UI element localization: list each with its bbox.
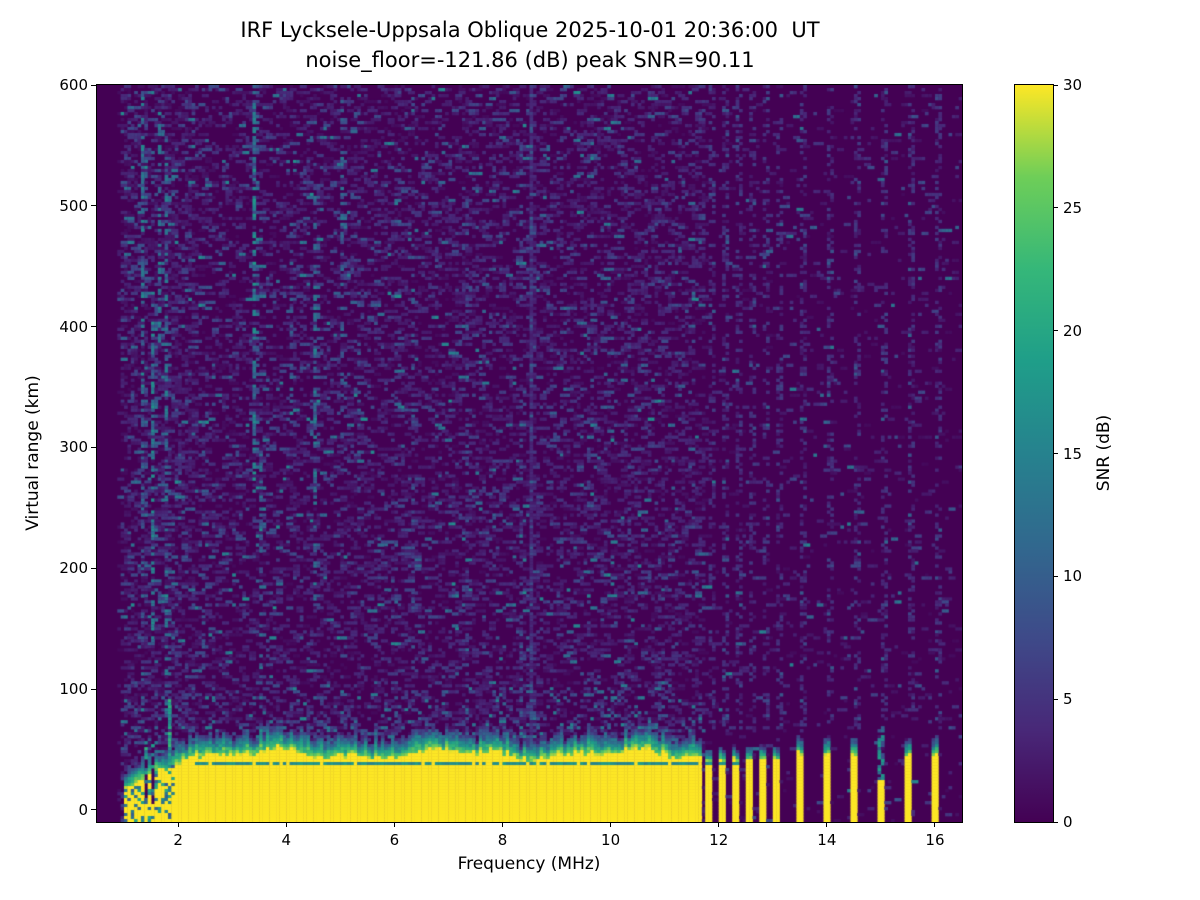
colorbar: [1014, 84, 1054, 823]
x-tick-label: 12: [709, 831, 729, 849]
y-tick-label: 300: [59, 438, 88, 457]
x-tick-label: 16: [925, 831, 945, 849]
x-tick-label: 8: [497, 831, 508, 849]
y-tick-mark: [91, 205, 96, 207]
x-tick-mark: [285, 822, 287, 827]
x-tick-label: 4: [281, 831, 291, 849]
y-tick-mark: [91, 446, 96, 448]
y-tick-label: 400: [59, 317, 88, 336]
colorbar-tick-label: 0: [1063, 813, 1073, 831]
colorbar-tick-label: 25: [1063, 198, 1083, 217]
x-tick-label: 14: [817, 831, 837, 849]
y-tick-mark: [91, 809, 96, 811]
colorbar-tick-mark: [1053, 821, 1058, 823]
x-tick-mark: [393, 822, 395, 827]
y-tick-mark: [91, 688, 96, 690]
y-tick-label: 200: [59, 559, 88, 578]
y-tick-mark: [91, 84, 96, 86]
x-tick-mark: [718, 822, 720, 827]
colorbar-tick-mark: [1053, 698, 1058, 700]
x-tick-mark: [934, 822, 936, 827]
colorbar-tick-label: 20: [1063, 321, 1083, 340]
x-tick-label: 10: [601, 831, 621, 849]
x-tick-mark: [501, 822, 503, 827]
ionogram-heatmap-canvas: [97, 85, 962, 822]
x-tick-mark: [177, 822, 179, 827]
x-tick-label: 2: [173, 831, 183, 849]
y-tick-label: 0: [78, 800, 88, 819]
x-tick-label: 6: [389, 831, 400, 849]
y-tick-label: 600: [59, 76, 88, 94]
colorbar-tick-mark: [1053, 330, 1058, 332]
y-tick-label: 500: [59, 196, 88, 215]
y-tick-mark: [91, 326, 96, 328]
figure-title: IRF Lycksele-Uppsala Oblique 2025-10-01 …: [240, 18, 820, 42]
colorbar-tick-mark: [1053, 84, 1058, 86]
figure-subtitle: noise_floor=-121.86 (dB) peak SNR=90.11: [305, 48, 755, 72]
colorbar-tick-mark: [1053, 207, 1058, 209]
colorbar-tick-label: 10: [1063, 567, 1083, 586]
x-axis-label: Frequency (MHz): [457, 854, 601, 874]
colorbar-tick-label: 15: [1063, 444, 1083, 463]
x-tick-mark: [610, 822, 612, 827]
y-tick-mark: [91, 567, 96, 569]
colorbar-tick-label: 5: [1063, 690, 1073, 709]
colorbar-tick-label: 30: [1063, 76, 1083, 94]
x-tick-mark: [826, 822, 828, 827]
colorbar-tick-mark: [1053, 575, 1058, 577]
figure-title-block: IRF Lycksele-Uppsala Oblique 2025-10-01 …: [97, 15, 963, 75]
plot-area: [96, 84, 963, 823]
y-tick-label: 100: [59, 680, 88, 699]
colorbar-label: SNR (dB): [1094, 414, 1114, 492]
colorbar-tick-mark: [1053, 453, 1058, 454]
